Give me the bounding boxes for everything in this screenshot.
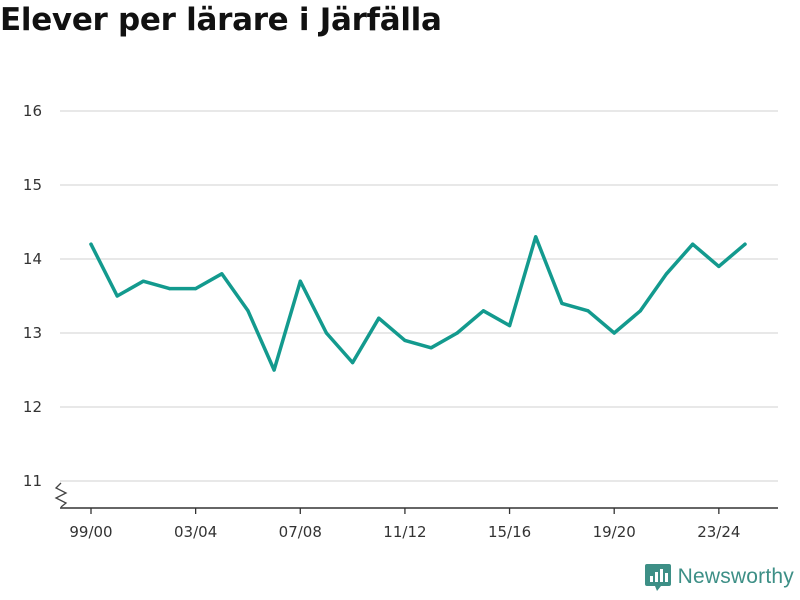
gridlines <box>60 110 778 482</box>
data-point <box>194 287 198 291</box>
x-tick-label: 19/20 <box>593 523 636 541</box>
data-point <box>220 272 224 276</box>
data-point <box>586 309 590 313</box>
y-tick-label: 13 <box>23 324 42 342</box>
data-point <box>89 242 93 246</box>
data-point <box>664 272 669 276</box>
data-point <box>534 235 538 239</box>
data-point <box>298 279 302 283</box>
data-point <box>743 242 747 246</box>
y-tick-label: 14 <box>23 250 42 268</box>
series-lines <box>89 235 747 372</box>
x-tick-label: 99/00 <box>69 523 112 541</box>
data-point <box>717 264 721 268</box>
y-tick-label: 11 <box>23 472 42 490</box>
data-point <box>403 338 407 342</box>
data-point <box>612 331 616 335</box>
data-point <box>167 287 172 291</box>
data-point <box>455 331 459 335</box>
newsworthy-logo-icon <box>644 564 671 591</box>
data-point <box>638 309 642 313</box>
brand-logo[interactable]: Newsworthy <box>644 562 794 592</box>
chart-title: Elever per lärare i Järfälla <box>0 2 442 38</box>
data-point <box>115 294 119 298</box>
data-point <box>246 309 250 313</box>
brand-name: Newsworthy <box>677 565 794 588</box>
x-tick-label: 03/04 <box>174 523 217 541</box>
data-point <box>377 316 381 320</box>
data-point <box>481 309 485 313</box>
data-point <box>324 331 329 335</box>
data-point <box>429 346 433 350</box>
x-tick-label: 07/08 <box>279 523 322 541</box>
data-point <box>351 361 355 365</box>
data-point <box>272 368 276 372</box>
y-axis-ticks: 11 12 13 14 15 16 <box>23 102 68 508</box>
data-point <box>507 324 512 328</box>
x-tick-label: 15/16 <box>488 523 531 541</box>
data-point <box>691 242 695 246</box>
y-tick-label: 15 <box>23 176 42 194</box>
x-axis: 99/00 03/04 07/08 11/12 15/16 19/20 23/24 <box>60 507 778 541</box>
x-tick-label: 11/12 <box>383 523 426 541</box>
y-tick-label: 12 <box>23 398 42 416</box>
data-point <box>141 279 145 283</box>
series-line <box>89 235 747 372</box>
y-tick-label: 16 <box>23 102 42 120</box>
x-tick-label: 23/24 <box>697 523 740 541</box>
axis-break-icon <box>54 482 68 508</box>
data-point <box>560 301 564 305</box>
